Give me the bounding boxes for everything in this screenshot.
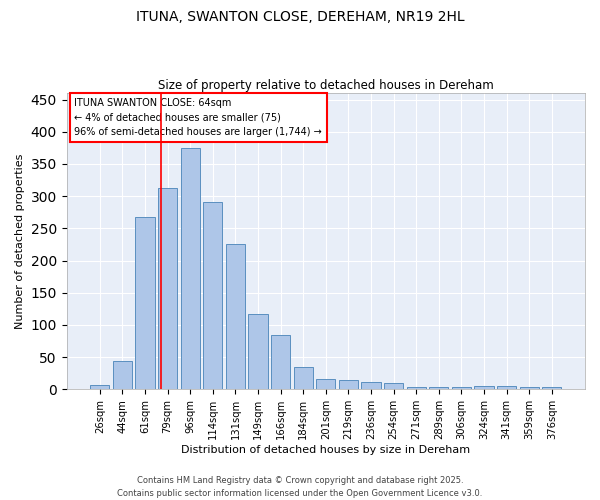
Title: Size of property relative to detached houses in Dereham: Size of property relative to detached ho… (158, 79, 494, 92)
Y-axis label: Number of detached properties: Number of detached properties (15, 154, 25, 329)
Bar (203, 202, 223, 390)
Bar (90, 385, 109, 390)
Bar (520, 388, 539, 390)
Bar (339, 380, 358, 390)
Bar (452, 388, 471, 390)
Text: ITUNA SWANTON CLOSE: 64sqm
← 4% of detached houses are smaller (75)
96% of semi-: ITUNA SWANTON CLOSE: 64sqm ← 4% of detac… (74, 98, 322, 137)
Bar (542, 388, 562, 390)
X-axis label: Distribution of detached houses by size in Dereham: Distribution of detached houses by size … (181, 445, 470, 455)
Bar (158, 188, 177, 390)
Text: ITUNA, SWANTON CLOSE, DEREHAM, NR19 2HL: ITUNA, SWANTON CLOSE, DEREHAM, NR19 2HL (136, 10, 464, 24)
Bar (248, 314, 268, 390)
Bar (475, 386, 494, 390)
Bar (136, 217, 155, 390)
Text: Contains HM Land Registry data © Crown copyright and database right 2025.
Contai: Contains HM Land Registry data © Crown c… (118, 476, 482, 498)
Bar (361, 382, 380, 390)
Bar (226, 244, 245, 390)
Bar (429, 388, 448, 390)
Bar (181, 148, 200, 390)
Bar (497, 386, 516, 390)
Bar (113, 361, 132, 390)
Bar (384, 383, 403, 390)
Bar (271, 334, 290, 390)
Bar (293, 368, 313, 390)
Bar (316, 379, 335, 390)
Bar (407, 387, 426, 390)
